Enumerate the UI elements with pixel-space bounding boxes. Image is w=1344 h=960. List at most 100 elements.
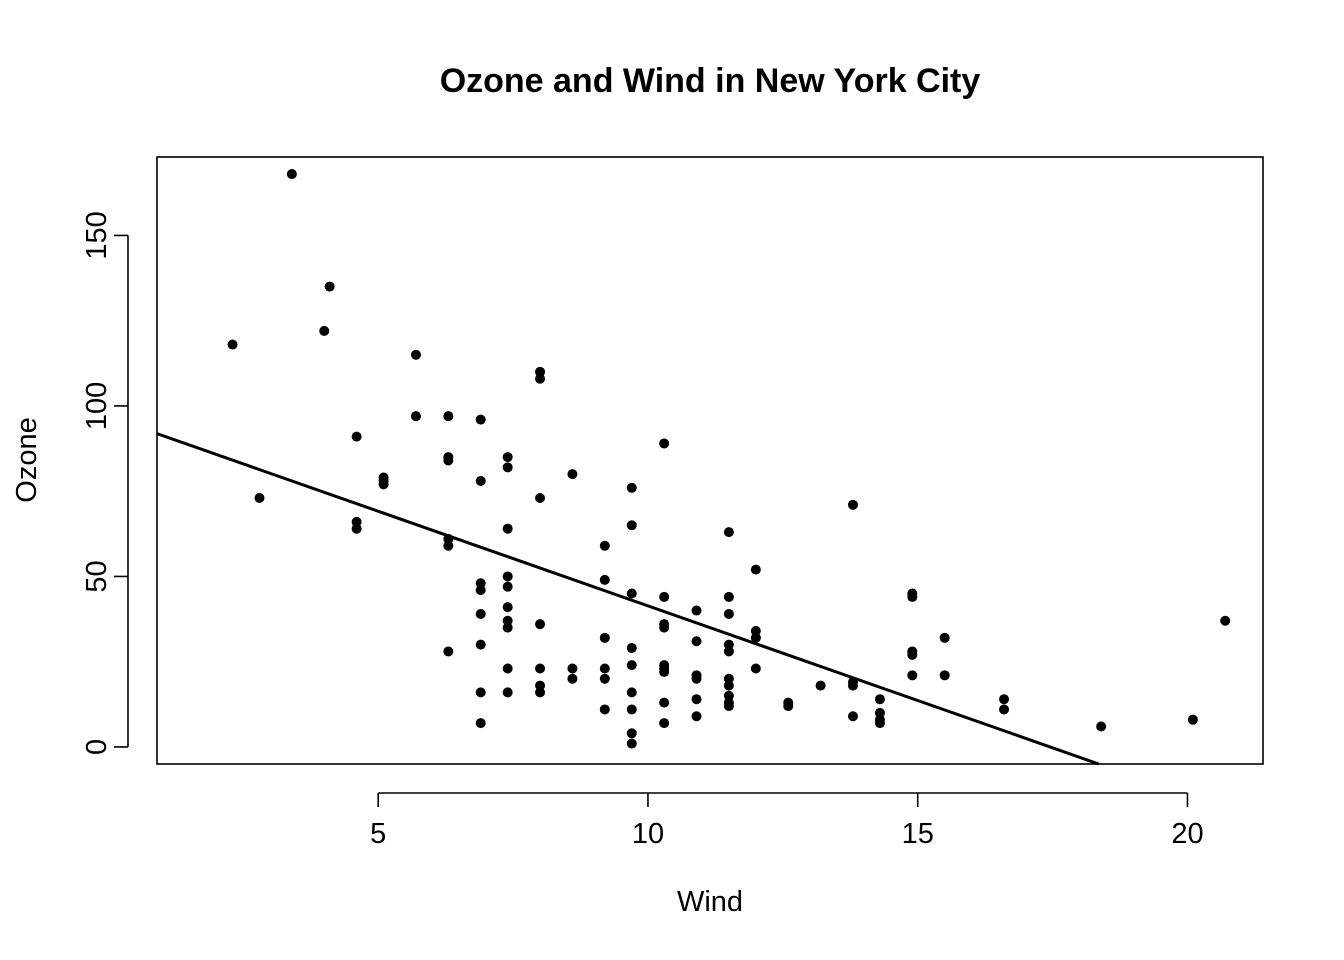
data-point (723, 608, 734, 619)
data-point (723, 701, 734, 712)
data-point (999, 694, 1010, 705)
data-point (502, 523, 513, 534)
data-point (351, 523, 362, 534)
data-point (847, 711, 858, 722)
data-point (535, 687, 546, 698)
data-point (475, 718, 486, 729)
x-tick-label: 10 (632, 818, 664, 850)
data-point (723, 680, 734, 691)
data-point (659, 591, 670, 602)
data-point (659, 697, 670, 708)
data-point (443, 646, 454, 657)
data-point (750, 632, 761, 643)
x-axis-ticks: 5 10 15 20 (370, 792, 1204, 850)
data-point (475, 414, 486, 425)
data-point (475, 608, 486, 619)
y-axis-ticks: 0 50 100 150 (81, 211, 129, 755)
data-point (227, 339, 238, 350)
data-point (626, 660, 637, 671)
data-point (502, 452, 513, 463)
data-point (659, 666, 670, 677)
data-point (691, 711, 702, 722)
data-point (847, 499, 858, 510)
data-point (874, 718, 885, 729)
data-point (378, 479, 389, 490)
x-tick-label: 15 (902, 818, 934, 850)
data-point (535, 373, 546, 384)
data-point (502, 663, 513, 674)
data-point (475, 687, 486, 698)
y-tick-label: 0 (81, 739, 113, 755)
data-point (723, 646, 734, 657)
data-point (535, 663, 546, 674)
data-point (475, 475, 486, 486)
data-point (351, 431, 362, 442)
data-point (907, 670, 918, 681)
data-point (599, 673, 610, 684)
data-point (626, 643, 637, 654)
data-point (410, 349, 421, 360)
x-tick-label: 20 (1171, 818, 1203, 850)
data-point (567, 469, 578, 480)
data-point (535, 493, 546, 504)
data-point (783, 701, 794, 712)
data-point (691, 694, 702, 705)
data-point (939, 670, 950, 681)
data-points (227, 169, 1231, 749)
data-point (626, 520, 637, 531)
data-point (907, 591, 918, 602)
data-point (815, 680, 826, 691)
data-point (443, 411, 454, 422)
chart-title: Ozone and Wind in New York City (440, 62, 981, 100)
data-point (254, 493, 265, 504)
y-tick-label: 50 (81, 560, 113, 592)
data-point (723, 527, 734, 538)
data-point (502, 687, 513, 698)
data-point (319, 325, 330, 336)
plot-frame (156, 156, 1264, 765)
data-point (1187, 714, 1198, 725)
data-point (502, 571, 513, 582)
data-point (443, 540, 454, 551)
data-point (626, 738, 637, 749)
data-point (691, 636, 702, 647)
data-point (626, 704, 637, 715)
data-point (475, 585, 486, 596)
data-point (567, 663, 578, 674)
data-point (626, 687, 637, 698)
data-point (599, 663, 610, 674)
data-point (502, 602, 513, 613)
data-point (626, 728, 637, 739)
data-point (535, 619, 546, 630)
data-point (750, 663, 761, 674)
data-point (502, 462, 513, 473)
data-point (410, 411, 421, 422)
data-point (502, 622, 513, 633)
data-point (691, 673, 702, 684)
data-point (502, 581, 513, 592)
data-point (723, 591, 734, 602)
data-point (599, 632, 610, 643)
x-axis-label: Wind (677, 886, 743, 918)
data-point (939, 632, 950, 643)
data-point (599, 704, 610, 715)
data-point (907, 649, 918, 660)
data-point (691, 605, 702, 616)
x-tick-label: 5 (370, 818, 386, 850)
data-point (324, 281, 335, 292)
data-point (659, 718, 670, 729)
data-point (847, 680, 858, 691)
data-point (286, 169, 297, 180)
data-point (750, 564, 761, 575)
regression-line (156, 432, 1100, 766)
data-point (599, 540, 610, 551)
data-point (1096, 721, 1107, 732)
data-point (626, 482, 637, 493)
data-point (475, 639, 486, 650)
data-point (626, 588, 637, 599)
data-point (659, 438, 670, 449)
data-point (659, 622, 670, 633)
data-point (443, 455, 454, 466)
data-point (1220, 615, 1231, 626)
